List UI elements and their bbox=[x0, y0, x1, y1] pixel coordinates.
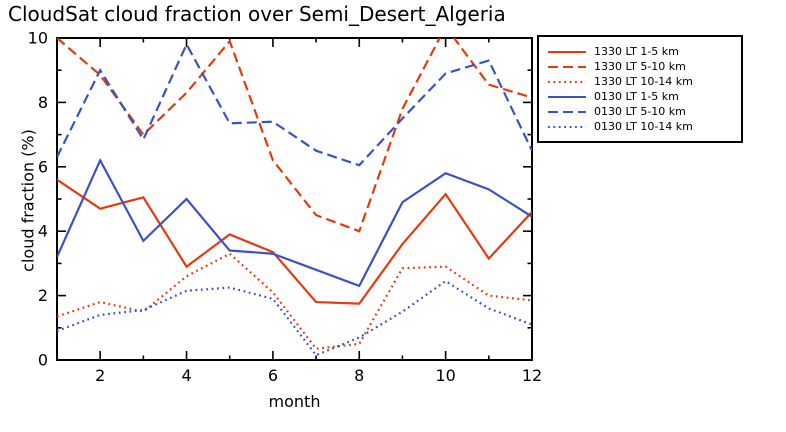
legend-line-sample-solid-blue bbox=[548, 95, 586, 98]
svg-text:6: 6 bbox=[268, 366, 278, 385]
legend-label: 0130 LT 5-10 km bbox=[594, 105, 686, 118]
legend-line-sample-dotted-blue bbox=[548, 125, 586, 128]
legend-entry: 0130 LT 5-10 km bbox=[547, 104, 733, 119]
svg-text:10: 10 bbox=[28, 29, 48, 48]
legend-line-sample-solid-red bbox=[548, 50, 586, 53]
legend-entry: 1330 LT 5-10 km bbox=[547, 59, 733, 74]
svg-text:2: 2 bbox=[95, 366, 105, 385]
legend-label: 1330 LT 10-14 km bbox=[594, 75, 693, 88]
svg-text:8: 8 bbox=[38, 93, 48, 112]
y-axis-label: cloud fraction (%) bbox=[18, 129, 38, 272]
legend-entry: 0130 LT 1-5 km bbox=[547, 89, 733, 104]
svg-text:4: 4 bbox=[38, 222, 48, 241]
legend-label: 1330 LT 1-5 km bbox=[594, 45, 679, 58]
chart-title: CloudSat cloud fraction over Semi_Desert… bbox=[8, 2, 506, 26]
legend-label: 0130 LT 10-14 km bbox=[594, 120, 693, 133]
svg-text:0: 0 bbox=[38, 351, 48, 370]
legend-label: 1330 LT 5-10 km bbox=[594, 60, 686, 73]
legend-line-sample-dashed-blue bbox=[548, 110, 586, 113]
legend-line-sample-dotted-red bbox=[548, 80, 586, 83]
legend: 1330 LT 1-5 km 1330 LT 5-10 km 1330 LT 1… bbox=[537, 35, 743, 143]
legend-entry: 1330 LT 1-5 km bbox=[547, 44, 733, 59]
svg-text:6: 6 bbox=[38, 157, 48, 176]
svg-text:10: 10 bbox=[435, 366, 455, 385]
svg-text:2: 2 bbox=[38, 286, 48, 305]
legend-line-sample-dashed-red bbox=[548, 65, 586, 68]
legend-entry: 0130 LT 10-14 km bbox=[547, 119, 733, 134]
legend-entry: 1330 LT 10-14 km bbox=[547, 74, 733, 89]
legend-label: 0130 LT 1-5 km bbox=[594, 90, 679, 103]
svg-text:8: 8 bbox=[354, 366, 364, 385]
svg-text:4: 4 bbox=[181, 366, 191, 385]
x-axis-label: month bbox=[268, 392, 321, 411]
svg-text:12: 12 bbox=[522, 366, 542, 385]
